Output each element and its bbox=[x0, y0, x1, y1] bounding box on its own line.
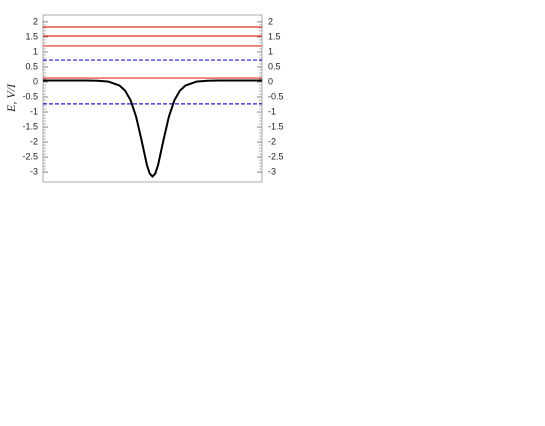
y-tick-label: 1 bbox=[33, 46, 38, 56]
y2-tick-label: 1 bbox=[268, 46, 273, 56]
plot-frame bbox=[42, 14, 263, 183]
y-tick-label: 0 bbox=[33, 76, 38, 86]
y-tick-label: 1.5 bbox=[25, 31, 38, 41]
y-tick-label: -2 bbox=[30, 136, 38, 146]
y2-tick-label: 2 bbox=[268, 16, 273, 26]
y2-tick-label: 1.5 bbox=[268, 31, 281, 41]
y-tick-label: 0.5 bbox=[25, 61, 38, 71]
y-tick-label: -0.5 bbox=[22, 91, 38, 101]
y2-tick-label: -2 bbox=[268, 136, 276, 146]
y-axis-label: E, V/I bbox=[4, 83, 18, 113]
y-tick-label: -2.5 bbox=[22, 151, 38, 161]
y-tick-label: 2 bbox=[33, 16, 38, 26]
y2-tick-label: 0 bbox=[268, 76, 273, 86]
y2-tick-label: -3 bbox=[268, 166, 276, 176]
y2-tick-label: 0.5 bbox=[268, 61, 281, 71]
y2-tick-label: -1.5 bbox=[268, 121, 284, 131]
y-tick-label: -1 bbox=[30, 106, 38, 116]
y-tick-label: -1.5 bbox=[22, 121, 38, 131]
potential-curve bbox=[43, 79, 262, 178]
y2-tick-label: -2.5 bbox=[268, 151, 284, 161]
y2-tick-label: -0.5 bbox=[268, 91, 284, 101]
y-tick-label: -3 bbox=[30, 166, 38, 176]
y2-tick-label: -1 bbox=[268, 106, 276, 116]
